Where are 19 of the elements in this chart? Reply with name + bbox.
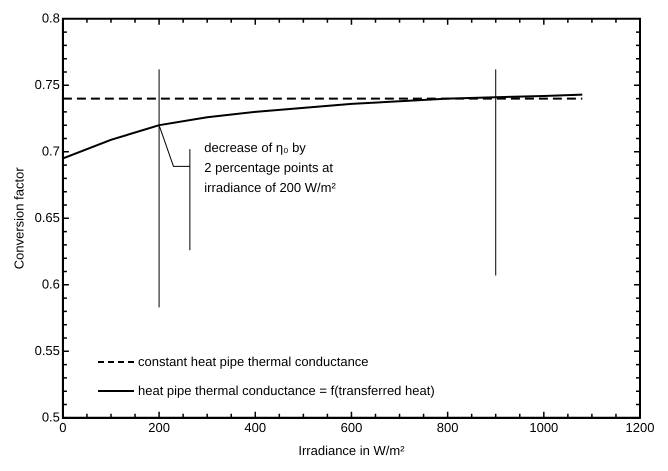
x-tick-label: 600: [340, 420, 362, 436]
legend-label: heat pipe thermal conductance = f(transferred heat): [138, 383, 435, 398]
y-tick-label: 0.55: [34, 342, 60, 358]
x-tick-label: 0: [59, 420, 67, 436]
legend-label: constant heat pipe thermal conductance: [138, 354, 369, 369]
y-axis-title: Conversion factor: [11, 166, 26, 270]
y-tick-label: 0.75: [34, 76, 60, 92]
y-tick-label: 0.6: [42, 276, 60, 292]
x-tick-label: 400: [244, 420, 266, 436]
x-tick-label: 1000: [529, 420, 558, 436]
x-tick-label: 1200: [626, 420, 654, 436]
x-tick-label: 800: [436, 420, 458, 436]
y-tick-label: 0.8: [42, 10, 60, 26]
x-axis-title: Irradiance in W/m²: [298, 442, 406, 458]
y-tick-label: 0.65: [34, 210, 60, 225]
annotation: decrease of η₀ by 2 percentage points at irradiance of 200 W/m²: [204, 140, 336, 196]
x-tick-label: 200: [148, 420, 170, 436]
y-tick-label: 0.5: [42, 409, 60, 424]
y-tick-label: 0.7: [42, 143, 60, 158]
